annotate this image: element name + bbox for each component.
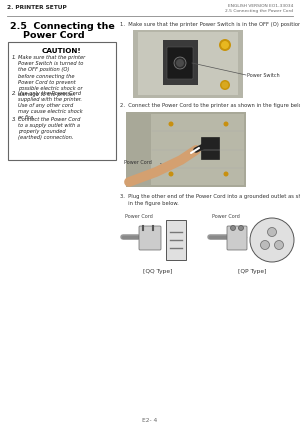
Text: Power Cord: Power Cord [124,159,152,164]
Text: E2- 4: E2- 4 [142,418,158,423]
Text: ENGLISH VERSION EO1-33034: ENGLISH VERSION EO1-33034 [228,4,293,8]
Circle shape [250,218,294,262]
Text: Power Switch: Power Switch [247,73,280,77]
Circle shape [224,122,229,127]
Circle shape [224,172,229,176]
Bar [126,112,246,187]
Bar [8,42,116,160]
Circle shape [176,59,184,67]
Text: 3.  Plug the other end of the Power Cord into a grounded outlet as shown: 3. Plug the other end of the Power Cord … [120,194,300,199]
Circle shape [220,80,230,90]
Text: 2.  Connect the Power Cord to the printer as shown in the figure below.: 2. Connect the Power Cord to the printer… [120,103,300,108]
Bar [166,220,186,260]
Bar [151,114,244,185]
Text: Use only the Power Cord
supplied with the printer.
Use of any other cord
may cau: Use only the Power Cord supplied with th… [18,91,83,120]
Text: 2.: 2. [12,91,17,96]
Text: Connect the Power Cord
to a supply outlet with a
properly grounded
(earthed) con: Connect the Power Cord to a supply outle… [18,116,80,140]
Text: 3.: 3. [12,116,17,122]
Bar [201,137,219,159]
Circle shape [230,226,236,230]
Bar [133,30,243,98]
Text: in the figure below.: in the figure below. [120,201,179,206]
Circle shape [169,122,173,127]
Bar [163,40,198,85]
Text: Power Cord: Power Cord [212,214,240,219]
Circle shape [268,227,277,236]
Text: [QQ Type]: [QQ Type] [143,269,173,274]
Text: 2. PRINTER SETUP: 2. PRINTER SETUP [7,5,67,10]
Text: Power Cord: Power Cord [23,31,85,40]
Text: [QP Type]: [QP Type] [238,269,266,274]
Circle shape [274,241,284,249]
Circle shape [221,82,229,88]
Circle shape [260,241,269,249]
Text: 2.5 Connecting the Power Cord: 2.5 Connecting the Power Cord [225,9,293,13]
Circle shape [238,226,244,230]
FancyBboxPatch shape [227,226,247,250]
Circle shape [169,172,173,176]
Text: 1.: 1. [12,55,17,60]
Circle shape [221,41,229,49]
Text: Power Cord: Power Cord [125,214,153,219]
Text: 2.5  Connecting the: 2.5 Connecting the [10,22,115,31]
Bar [138,32,238,95]
Text: CAUTION!: CAUTION! [42,48,82,54]
Circle shape [219,39,231,51]
Text: Make sure that the printer
Power Switch is turned to
the OFF position (O)
before: Make sure that the printer Power Switch … [18,55,85,97]
Text: 1.  Make sure that the printer Power Switch is in the OFF (O) position.: 1. Make sure that the printer Power Swit… [120,22,300,27]
Circle shape [174,57,186,69]
FancyBboxPatch shape [167,47,193,79]
FancyBboxPatch shape [139,226,161,250]
